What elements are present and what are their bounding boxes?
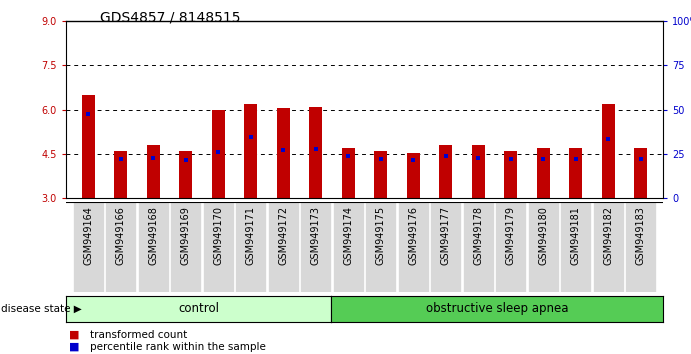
Bar bbox=[180, 151, 192, 198]
Bar bbox=[115, 151, 127, 198]
Point bbox=[603, 136, 614, 142]
Bar bbox=[147, 145, 160, 198]
Bar bbox=[439, 145, 452, 198]
Bar bbox=[82, 95, 95, 198]
Text: GSM949183: GSM949183 bbox=[636, 206, 645, 265]
Point bbox=[570, 156, 581, 162]
FancyBboxPatch shape bbox=[495, 202, 527, 292]
Point bbox=[245, 134, 256, 140]
FancyBboxPatch shape bbox=[462, 202, 494, 292]
Point bbox=[180, 157, 191, 163]
FancyBboxPatch shape bbox=[73, 202, 104, 292]
Point bbox=[310, 146, 321, 152]
Text: ■: ■ bbox=[69, 342, 79, 352]
Text: GSM949168: GSM949168 bbox=[149, 206, 158, 265]
Text: transformed count: transformed count bbox=[90, 330, 187, 339]
Point bbox=[505, 156, 516, 162]
Bar bbox=[342, 148, 354, 198]
Text: obstructive sleep apnea: obstructive sleep apnea bbox=[426, 302, 569, 315]
FancyBboxPatch shape bbox=[625, 202, 656, 292]
FancyBboxPatch shape bbox=[332, 202, 364, 292]
FancyBboxPatch shape bbox=[105, 202, 136, 292]
Point bbox=[278, 147, 289, 152]
Bar bbox=[310, 107, 322, 198]
Text: percentile rank within the sample: percentile rank within the sample bbox=[90, 342, 266, 352]
Text: GSM949181: GSM949181 bbox=[571, 206, 580, 265]
Text: GSM949177: GSM949177 bbox=[441, 206, 451, 266]
FancyBboxPatch shape bbox=[365, 202, 397, 292]
Bar bbox=[245, 104, 257, 198]
Text: GSM949166: GSM949166 bbox=[116, 206, 126, 265]
FancyBboxPatch shape bbox=[267, 202, 299, 292]
Point bbox=[375, 156, 386, 162]
Bar bbox=[472, 145, 484, 198]
Text: GSM949178: GSM949178 bbox=[473, 206, 483, 265]
FancyBboxPatch shape bbox=[138, 202, 169, 292]
FancyBboxPatch shape bbox=[397, 202, 429, 292]
Bar bbox=[277, 108, 290, 198]
Text: GSM949169: GSM949169 bbox=[181, 206, 191, 265]
Point bbox=[148, 155, 159, 160]
FancyBboxPatch shape bbox=[527, 202, 559, 292]
Text: GSM949164: GSM949164 bbox=[84, 206, 93, 265]
Bar bbox=[375, 151, 387, 198]
Point bbox=[115, 156, 126, 162]
Bar bbox=[602, 104, 614, 198]
Point bbox=[473, 155, 484, 160]
Text: GSM949171: GSM949171 bbox=[246, 206, 256, 265]
Text: GSM949173: GSM949173 bbox=[311, 206, 321, 265]
Point bbox=[408, 158, 419, 163]
FancyBboxPatch shape bbox=[593, 202, 624, 292]
Text: GSM949182: GSM949182 bbox=[603, 206, 613, 265]
Point bbox=[635, 156, 646, 162]
Bar bbox=[569, 148, 582, 198]
Text: GSM949179: GSM949179 bbox=[506, 206, 515, 265]
Text: GSM949174: GSM949174 bbox=[343, 206, 353, 265]
Text: GSM949175: GSM949175 bbox=[376, 206, 386, 266]
FancyBboxPatch shape bbox=[202, 202, 234, 292]
Text: disease state ▶: disease state ▶ bbox=[1, 304, 82, 314]
FancyBboxPatch shape bbox=[300, 202, 332, 292]
Point bbox=[343, 154, 354, 159]
Text: GSM949176: GSM949176 bbox=[408, 206, 418, 265]
Point bbox=[213, 149, 224, 154]
Text: GDS4857 / 8148515: GDS4857 / 8148515 bbox=[100, 11, 240, 25]
Bar bbox=[407, 153, 419, 198]
Point bbox=[538, 156, 549, 162]
FancyBboxPatch shape bbox=[430, 202, 462, 292]
Point bbox=[440, 154, 451, 159]
Text: GSM949172: GSM949172 bbox=[278, 206, 288, 266]
Bar bbox=[504, 151, 517, 198]
Bar bbox=[537, 148, 549, 198]
Text: GSM949170: GSM949170 bbox=[214, 206, 223, 265]
Bar bbox=[212, 110, 225, 198]
FancyBboxPatch shape bbox=[560, 202, 591, 292]
Text: control: control bbox=[178, 302, 219, 315]
FancyBboxPatch shape bbox=[170, 202, 202, 292]
Text: GSM949180: GSM949180 bbox=[538, 206, 548, 265]
Text: ■: ■ bbox=[69, 330, 79, 339]
FancyBboxPatch shape bbox=[235, 202, 267, 292]
Bar bbox=[634, 148, 647, 198]
Point bbox=[83, 111, 94, 117]
